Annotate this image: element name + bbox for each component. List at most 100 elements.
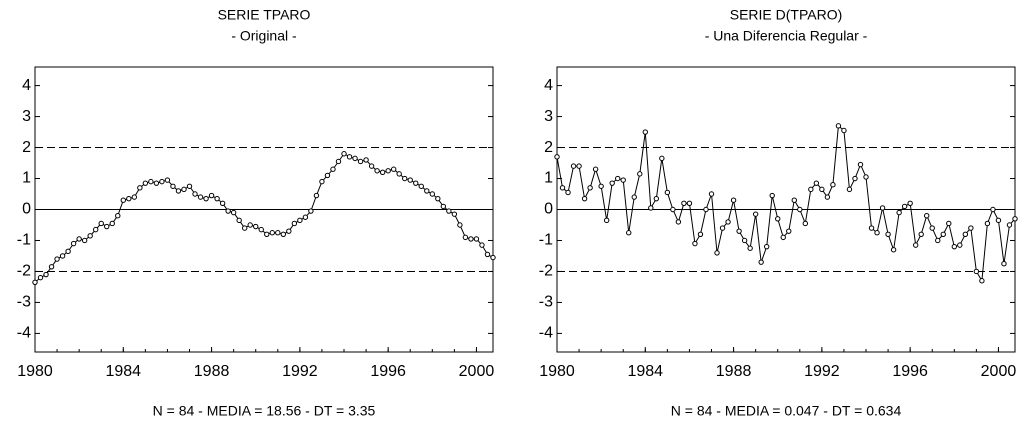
data-point xyxy=(929,225,935,231)
data-point xyxy=(587,185,593,191)
data-point xyxy=(137,185,143,191)
data-point xyxy=(379,169,386,176)
data-point xyxy=(484,251,491,258)
chart-note: N = 84 - MEDIA = 18.56 - DT = 3.35 xyxy=(153,403,376,419)
data-point xyxy=(170,183,176,189)
data-point xyxy=(181,186,187,193)
data-point xyxy=(115,212,121,219)
data-point xyxy=(291,220,298,227)
data-point xyxy=(142,180,149,186)
y-tick-label: -3 xyxy=(17,294,31,311)
data-point xyxy=(609,180,615,186)
data-point xyxy=(797,206,803,213)
data-point xyxy=(335,158,342,165)
data-point xyxy=(946,220,952,227)
data-point xyxy=(824,194,831,200)
data-point xyxy=(592,166,599,172)
data-point xyxy=(126,195,132,202)
data-point xyxy=(719,225,726,231)
data-point xyxy=(857,161,864,168)
data-point xyxy=(214,195,220,202)
data-point xyxy=(802,220,809,227)
data-point xyxy=(43,271,49,278)
data-point xyxy=(758,259,764,265)
data-point xyxy=(752,211,759,217)
data-point xyxy=(396,171,402,177)
data-point xyxy=(979,278,985,284)
data-point xyxy=(741,237,748,244)
y-tick-label: -1 xyxy=(539,232,553,249)
data-point xyxy=(468,236,474,242)
data-point xyxy=(581,195,588,202)
x-tick-label: 1980 xyxy=(17,363,53,380)
chart-title: SERIE D(TPARO) xyxy=(730,7,843,23)
data-point xyxy=(374,168,380,174)
data-point xyxy=(186,183,193,189)
data-point xyxy=(275,230,281,236)
series-line xyxy=(556,124,1016,283)
data-point xyxy=(775,216,781,222)
data-point xyxy=(451,211,458,217)
data-point xyxy=(490,254,496,261)
data-point xyxy=(631,194,637,200)
data-point xyxy=(763,243,770,250)
data-point xyxy=(830,182,836,188)
data-point xyxy=(241,225,248,231)
data-point xyxy=(330,166,336,172)
data-point xyxy=(962,231,969,237)
data-point xyxy=(874,230,880,236)
data-point xyxy=(786,228,792,234)
data-point xyxy=(907,200,913,207)
data-point xyxy=(390,166,397,172)
y-tick-label: -4 xyxy=(539,325,553,342)
data-point xyxy=(402,175,408,182)
data-point xyxy=(813,180,820,186)
y-tick-label: 2 xyxy=(544,139,553,156)
y-tick-label: 3 xyxy=(544,108,553,125)
data-point xyxy=(59,253,66,259)
data-point xyxy=(598,183,604,189)
data-point xyxy=(65,248,71,255)
x-tick-label: 2000 xyxy=(981,363,1017,380)
data-point xyxy=(835,123,842,129)
data-point xyxy=(725,219,731,225)
x-tick-label: 1988 xyxy=(716,363,752,380)
y-tick-label: 1 xyxy=(22,170,31,187)
data-point xyxy=(363,157,369,163)
data-point xyxy=(219,200,226,207)
data-point xyxy=(264,231,270,237)
data-point xyxy=(1006,222,1013,228)
data-point xyxy=(570,163,577,169)
chart-subtitle: - Original - xyxy=(231,28,297,44)
data-point xyxy=(620,177,626,183)
data-point xyxy=(614,175,621,182)
data-point xyxy=(153,180,160,186)
y-tick-label: 3 xyxy=(22,108,31,125)
data-point xyxy=(968,225,974,231)
data-point xyxy=(159,178,165,185)
data-point xyxy=(697,231,704,237)
data-point xyxy=(868,225,875,231)
data-point xyxy=(81,237,88,244)
y-tick-label: -1 xyxy=(17,232,31,249)
data-point xyxy=(37,274,44,281)
data-point xyxy=(841,127,847,134)
data-point xyxy=(462,234,469,241)
data-point xyxy=(253,223,259,230)
data-point xyxy=(104,223,110,230)
data-point xyxy=(664,189,671,196)
y-tick-label: 4 xyxy=(544,77,553,94)
data-point xyxy=(957,242,963,248)
data-point xyxy=(164,177,171,183)
x-tick-label: 1996 xyxy=(370,363,406,380)
data-point xyxy=(313,192,320,199)
data-point xyxy=(346,154,353,160)
data-point xyxy=(984,220,991,227)
data-point xyxy=(319,178,325,185)
chart-title: SERIE TPARO xyxy=(218,7,311,23)
data-point xyxy=(912,242,919,248)
data-point xyxy=(935,237,941,244)
data-point xyxy=(1001,261,1007,267)
